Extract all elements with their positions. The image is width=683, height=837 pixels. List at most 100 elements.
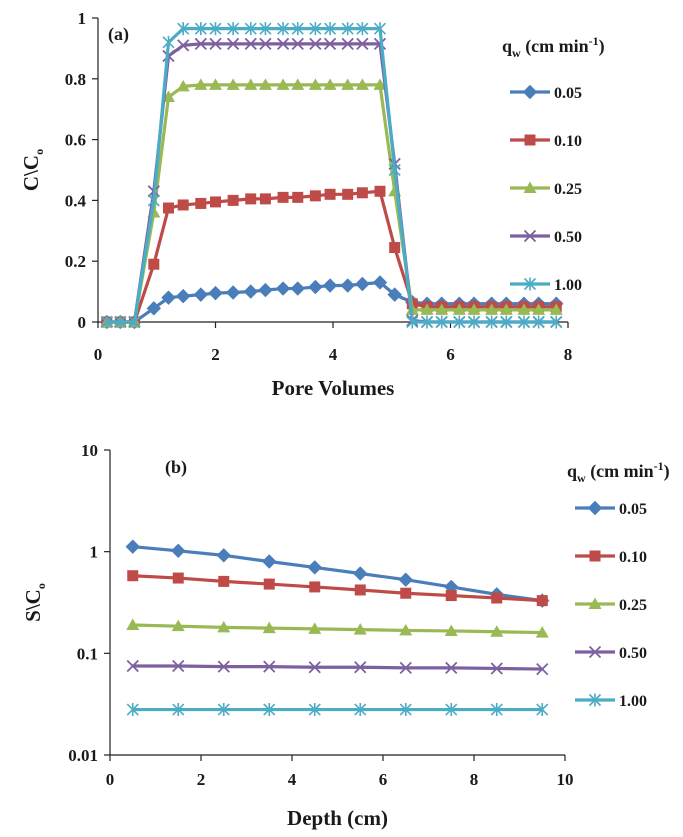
data-point (400, 587, 412, 599)
data-point (517, 303, 531, 315)
data-point (172, 703, 185, 717)
data-point (406, 315, 419, 329)
data-point (209, 37, 222, 50)
data-point (148, 258, 160, 270)
data-point (341, 22, 354, 36)
data-point (259, 22, 272, 36)
x-tick-label: 10 (557, 770, 574, 789)
data-point (194, 22, 207, 36)
data-point (194, 78, 208, 90)
data-point (342, 188, 354, 200)
data-point (171, 543, 186, 558)
data-point (217, 620, 231, 633)
y-tick-label: 0.2 (65, 252, 86, 271)
data-point (353, 623, 367, 635)
data-point (341, 37, 354, 50)
data-point (490, 703, 503, 717)
series-1.00 (100, 22, 563, 329)
data-point (536, 595, 548, 607)
series-line (132, 574, 543, 603)
legend-marker (523, 229, 537, 243)
chart-panel-a: 0 0.2 0.4 0.6 0.8 1 0 2 4 6 8 Pore Volumes C\Co (a) 0.… (19, 9, 605, 400)
legend-label: 0.50 (554, 229, 582, 246)
legend-entry: 0.05 (575, 500, 647, 518)
data-point (399, 623, 413, 636)
data-point (195, 197, 207, 209)
data-point (549, 303, 563, 315)
data-point (244, 37, 257, 50)
y-tick-label: 0.4 (65, 191, 87, 210)
data-point (354, 703, 367, 717)
x-tick-label: 4 (288, 770, 297, 789)
data-point (262, 621, 276, 634)
data-point (420, 315, 434, 329)
data-point (435, 315, 448, 329)
data-point (172, 572, 184, 584)
chart-panel-b: 0.01 0.1 1 10 0 2 4 6 8 10 Depth (cm) S\Co (b) 0.05 0.… (21, 441, 670, 830)
data-point (227, 194, 239, 206)
legend-label: 1.00 (619, 693, 647, 710)
data-point (536, 662, 549, 676)
data-point (445, 590, 457, 602)
data-point (258, 78, 272, 90)
data-point (162, 35, 175, 49)
data-point (535, 626, 549, 638)
data-point (399, 661, 412, 674)
data-point (244, 22, 257, 36)
data-point (126, 618, 140, 630)
data-point (491, 592, 503, 604)
x-tick-label: 8 (564, 345, 573, 364)
data-point (532, 315, 545, 329)
data-point (373, 22, 387, 36)
data-point (177, 199, 189, 211)
legend-entry: 0.25 (575, 597, 647, 614)
data-point (193, 287, 209, 302)
y-axis-label: S\Co (21, 583, 48, 622)
data-point (445, 703, 458, 717)
data-point (388, 163, 401, 177)
data-point (161, 290, 176, 305)
legend-label: 0.25 (554, 181, 582, 198)
legend-entry: 0.10 (575, 549, 647, 566)
data-point (435, 303, 449, 315)
legend-entry: 0.10 (510, 133, 582, 150)
y-tick-label: 1 (90, 543, 99, 562)
legend-title: qw (cm min-1) (502, 34, 605, 60)
data-point (275, 281, 291, 296)
data-point (163, 202, 174, 214)
legend-marker (588, 693, 602, 707)
data-point (175, 288, 191, 304)
data-point (290, 281, 305, 296)
legend-entry: 1.00 (510, 277, 582, 294)
legend-marker (522, 84, 538, 100)
data-point (176, 79, 190, 92)
series-1.00 (126, 703, 549, 717)
data-point (226, 37, 240, 50)
data-point (308, 622, 322, 634)
legend-label: 0.25 (619, 597, 647, 614)
legend-label: 0.05 (554, 85, 582, 102)
data-point (389, 242, 401, 254)
data-point (308, 703, 321, 717)
y-tick-label: 0.8 (65, 70, 86, 89)
series-line (132, 545, 543, 603)
data-point (490, 625, 504, 637)
data-point (128, 315, 141, 329)
panel-label: (a) (108, 24, 129, 45)
data-point (308, 78, 322, 90)
x-tick-label: 2 (211, 345, 220, 364)
series-line (132, 664, 543, 671)
data-point (216, 548, 231, 563)
data-point (146, 301, 162, 316)
data-point (354, 661, 367, 674)
y-tick-label: 0.01 (68, 746, 98, 765)
data-point (262, 554, 277, 569)
data-point (208, 285, 223, 301)
y-tick-label: 0.6 (65, 131, 86, 150)
legend-marker (587, 500, 603, 516)
series-0.25 (126, 618, 549, 638)
data-point (308, 279, 323, 295)
data-point (225, 285, 241, 300)
data-point (307, 560, 322, 575)
